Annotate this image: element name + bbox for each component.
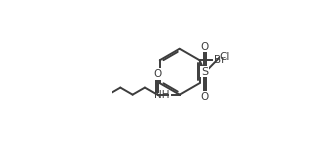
Text: Br: Br	[214, 55, 225, 65]
Text: O: O	[201, 92, 209, 102]
Text: S: S	[201, 67, 208, 77]
Text: NH: NH	[154, 90, 170, 100]
Text: Cl: Cl	[219, 52, 230, 62]
Text: O: O	[153, 69, 161, 79]
Text: O: O	[201, 42, 209, 52]
